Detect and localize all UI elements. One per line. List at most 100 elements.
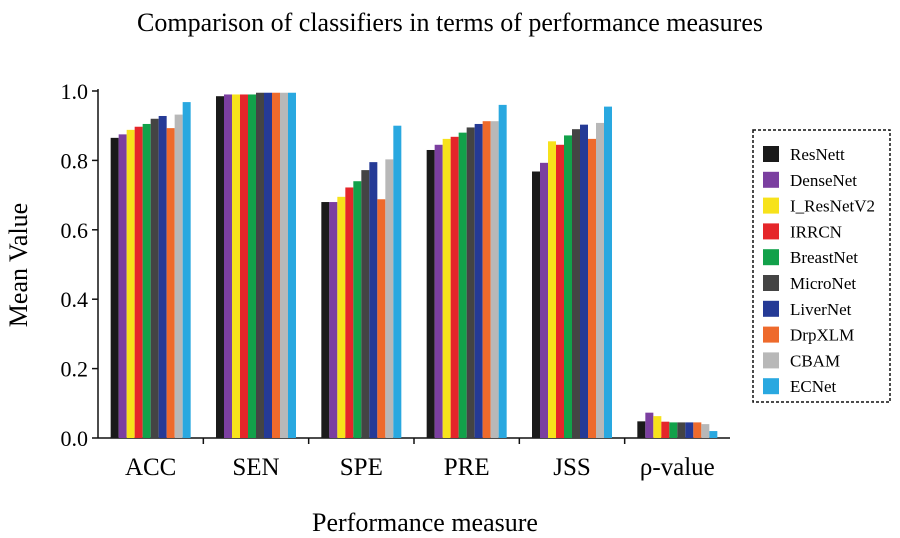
x-tick-label: ACC [125,454,176,481]
bar [434,144,443,438]
y-tick-label: 0.8 [61,148,89,173]
bar [458,132,467,438]
bar [174,114,183,438]
bar [158,115,167,438]
x-tick-label: SPE [340,454,383,481]
y-tick-label: 0.0 [61,426,89,451]
bar [216,96,224,438]
bar [150,118,159,438]
legend-swatch [763,146,779,162]
bar [498,104,507,438]
bar [377,199,386,438]
bar [361,170,370,438]
legend-label: DrpXLM [790,326,854,345]
bar [329,202,338,438]
x-tick-label: SEN [232,454,279,481]
y-tick-label: 0.6 [61,218,89,243]
bar [393,125,402,438]
bar [142,123,151,438]
bar [604,106,612,439]
legend-swatch [763,326,779,343]
bar [637,421,646,438]
bar [450,136,459,438]
bar [321,202,330,438]
bar [264,92,272,439]
bar [564,135,572,438]
legend-swatch [763,197,779,214]
legend: ResNett DenseNet I_ResNetV2 IRRCN BreastNet M… [752,129,891,403]
bar [653,416,662,438]
bar [474,123,483,438]
bar [280,92,288,439]
legend-swatch [763,249,779,266]
legend-label: DenseNet [790,171,857,190]
bar [677,422,686,438]
bar [272,92,280,439]
legend-label: IRRCN [790,222,842,241]
bar [232,94,240,438]
bar [693,422,702,438]
chart-title: Comparison of classifiers in terms of pe… [137,8,763,37]
bar [110,137,119,438]
bar [661,421,670,438]
bar [548,141,556,438]
bar [540,162,548,439]
bar [490,121,499,439]
y-tick-label: 0.4 [61,287,89,312]
x-axis-label: Performance measure [312,508,538,537]
bar [669,422,678,438]
bar [466,127,475,438]
bar [556,144,564,438]
y-axis: 0.0 0.2 0.4 0.6 0.8 1.0 [61,79,99,451]
bar [532,171,540,438]
bar [353,181,362,438]
x-tick-label: JSS [553,454,591,481]
y-tick-label: 1.0 [61,79,89,104]
legend-label: I_ResNetV2 [790,197,875,216]
legend-label: LiverNet [790,300,852,319]
bar [701,424,710,438]
x-axis: ACC SEN SPE PRE JSS ρ-value [98,437,730,481]
bar [182,102,191,438]
legend-swatch [763,300,779,317]
bar [385,159,394,438]
legend-swatch [763,275,779,291]
bar [248,94,256,438]
bar [134,126,143,438]
bar [596,122,604,438]
x-tick-label: PRE [444,454,490,481]
legend-label: MicroNet [790,274,856,293]
bars [110,92,718,439]
bar [240,94,248,438]
legend-swatch [763,171,779,188]
bar [572,129,580,439]
bar [645,412,654,438]
bar [482,121,491,439]
legend-label: ResNett [790,145,845,164]
bar [369,162,378,438]
x-tick-label: ρ-value [640,454,715,481]
bar [442,138,451,439]
y-axis-label: Mean Value [4,203,33,327]
y-tick-label: 0.2 [61,357,89,382]
bar [256,92,264,439]
bar [580,124,588,438]
bar [337,196,346,438]
legend-swatch [763,352,779,369]
bar [224,94,232,438]
bar [709,431,718,438]
bar [166,128,175,438]
bar [288,92,296,439]
legend-label: CBAM [790,351,840,370]
bar [685,422,694,438]
bar [345,187,354,438]
legend-label: BreastNet [790,248,858,267]
bar [426,149,435,439]
legend-label: ECNet [790,377,837,396]
bar [588,138,596,439]
legend-swatch [763,378,779,395]
legend-swatch [763,223,779,240]
bar [118,134,127,438]
bar [126,129,135,438]
